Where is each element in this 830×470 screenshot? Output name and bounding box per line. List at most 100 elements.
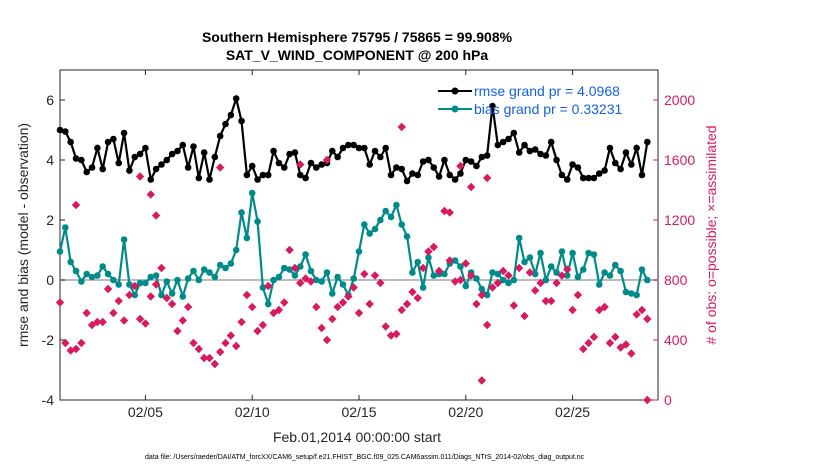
rmse-point (393, 164, 400, 171)
bias-point (462, 282, 470, 290)
rmse-point (339, 144, 347, 152)
rmse-point (83, 168, 90, 176)
y-right-tick-label: 0 (664, 392, 672, 408)
rmse-point (510, 129, 518, 137)
rmse-point (606, 144, 614, 152)
bias-point (355, 248, 363, 255)
obs-assimilated-marker (82, 308, 91, 318)
obs-assimilated-marker (589, 332, 599, 342)
obs-assimilated-marker (162, 293, 171, 303)
obs-assimilated-marker (317, 323, 326, 333)
bias-point (142, 279, 149, 287)
rmse-point (585, 174, 592, 182)
rmse-point (312, 164, 320, 171)
bias-point (94, 272, 101, 279)
x-tick-label: 02/15 (341, 404, 376, 420)
bias-point (280, 264, 288, 272)
y-tick-label: -2 (42, 332, 55, 348)
bias-point (264, 300, 272, 308)
obs-assimilated-marker (418, 263, 428, 273)
bias-point (227, 260, 235, 267)
obs-assimilated-marker (173, 326, 182, 336)
obs-assimilated-marker (514, 263, 524, 273)
obs-assimilated-marker (189, 338, 198, 348)
bias-point (291, 272, 299, 279)
bias-point (553, 269, 560, 276)
obs-assimilated-marker (87, 320, 97, 330)
x-axis-label: Feb.01,2014 00:00:00 start (273, 429, 441, 445)
rmse-point (542, 152, 550, 159)
rmse-point (158, 161, 165, 168)
rmse-point (110, 135, 117, 143)
obs-assimilated-marker (109, 308, 118, 318)
rmse-point (179, 141, 187, 149)
bias-point (606, 272, 614, 279)
rmse-point (94, 144, 101, 152)
plot-area (59, 69, 659, 401)
rmse-point (451, 176, 459, 183)
rmse-point (515, 149, 523, 156)
obs-assimilated-marker (424, 247, 433, 256)
bias-point (403, 233, 411, 240)
y-axis-right-ticks: 0 400 800 1200 1600 2000 (653, 92, 695, 408)
obs-assimilated-marker (306, 277, 316, 286)
obs-assimilated-marker (397, 305, 406, 315)
obs-assimilated-marker (221, 338, 230, 348)
obs-assimilated-marker (498, 266, 508, 276)
obs-assimilated-marker (429, 242, 438, 252)
rmse-point (505, 135, 512, 143)
obs-assimilated-marker (504, 271, 513, 280)
bias-point (398, 221, 406, 228)
obs-assimilated-marker (55, 298, 65, 307)
rmse-point (232, 95, 240, 102)
rmse-point (200, 149, 208, 156)
obs-assimilated-marker (563, 265, 572, 274)
rmse-point (184, 164, 192, 171)
obs-assimilated-marker (536, 278, 545, 288)
obs-assimilated-marker (61, 338, 70, 348)
rmse-point (216, 132, 224, 140)
y-tick-label: -4 (42, 392, 55, 408)
rmse-point (462, 156, 470, 164)
rmse-point (275, 159, 283, 167)
bias-point (243, 234, 251, 242)
y-right-tick-label: 1600 (664, 152, 695, 168)
bias-point (275, 273, 283, 281)
bias-point (457, 263, 464, 270)
bias-point (62, 224, 69, 231)
obs-assimilated-marker (461, 259, 470, 268)
bias-point (339, 281, 347, 288)
obs-assimilated-marker (167, 299, 177, 309)
rmse-point (355, 144, 363, 152)
obs-assimilated-marker (456, 275, 465, 285)
rmse-point (590, 174, 598, 182)
obs-assimilated-marker (178, 316, 188, 325)
rmse-point (88, 164, 96, 171)
rmse-point (190, 143, 197, 150)
y-right-tick-label: 400 (664, 332, 688, 348)
obs-assimilated-marker (322, 155, 332, 165)
obs-assimilated-marker (248, 302, 257, 312)
obs-assimilated-marker (344, 292, 353, 301)
obs-assimilated-marker (643, 395, 652, 405)
obs-assimilated-marker (525, 268, 535, 277)
obs-assimilated-marker (440, 206, 449, 216)
obs-assimilated-marker (632, 310, 641, 319)
obs-assimilated-marker (77, 338, 86, 348)
bias-point (382, 207, 389, 215)
chart-title: Southern Hemisphere 75795 / 75865 = 99.9… (202, 29, 513, 45)
obs-assimilated-marker (114, 296, 123, 306)
rmse-point (601, 167, 608, 174)
obs-assimilated-marker (151, 280, 161, 289)
obs-assimilated-marker (408, 287, 417, 297)
rmse-point (248, 162, 256, 170)
bias-point (478, 285, 486, 293)
rmse-point (222, 120, 229, 128)
bias-point (56, 248, 64, 255)
rmse-point (126, 167, 133, 174)
rmse-point (398, 165, 406, 173)
rmse-point (414, 171, 422, 179)
obs-assimilated-marker (130, 281, 139, 291)
rmse-point (350, 141, 357, 149)
rmse-point (302, 174, 309, 182)
